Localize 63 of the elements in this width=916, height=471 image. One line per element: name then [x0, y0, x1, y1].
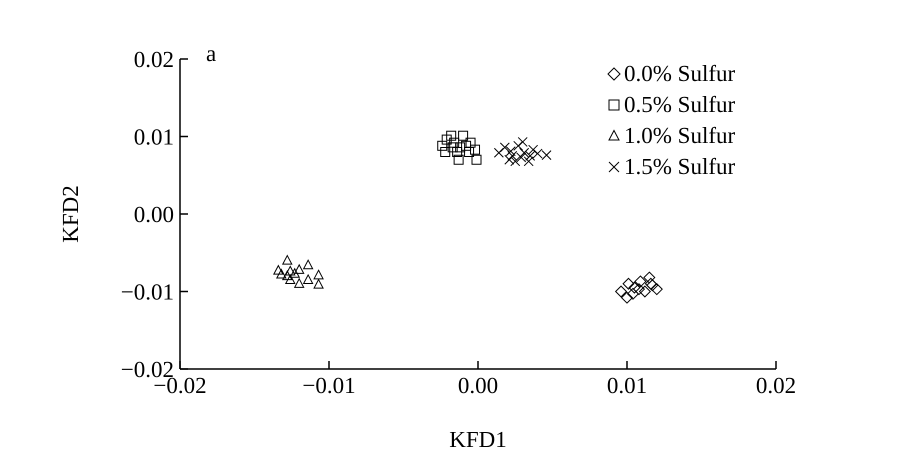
- point: [285, 266, 296, 276]
- point: [314, 279, 324, 289]
- point: [446, 130, 456, 141]
- point: [276, 269, 286, 279]
- point: [633, 283, 645, 296]
- point: [464, 147, 474, 157]
- point: [622, 278, 634, 290]
- legend-label: 1.5% Sulfur: [624, 154, 736, 179]
- point: [442, 134, 452, 145]
- point: [437, 140, 448, 151]
- point: [440, 147, 450, 157]
- point: [303, 260, 314, 270]
- annotation: a: [206, 41, 216, 66]
- point: [303, 274, 314, 284]
- x-tick-label: 0.00: [458, 373, 498, 398]
- point: [466, 138, 476, 148]
- point: [282, 270, 292, 280]
- point: [294, 278, 304, 288]
- point: [615, 286, 627, 298]
- point: [454, 154, 464, 165]
- point: [518, 136, 528, 147]
- point: [314, 270, 324, 280]
- point: [621, 292, 633, 304]
- point: [455, 142, 466, 152]
- y-tick-label: 0.01: [134, 124, 174, 150]
- point: [519, 148, 530, 158]
- x-axis-title: KFD1: [449, 427, 507, 452]
- point: [285, 274, 296, 284]
- point: [448, 142, 458, 152]
- point: [524, 156, 534, 166]
- point: [627, 288, 639, 300]
- point: [510, 156, 520, 166]
- point: [452, 147, 462, 157]
- y-tick-label: 0.00: [134, 202, 174, 228]
- point: [650, 283, 663, 296]
- legend-label: 0.0% Sulfur: [624, 61, 736, 86]
- point: [449, 138, 460, 148]
- point: [506, 146, 516, 156]
- point: [528, 144, 538, 155]
- y-tick-label: −0.01: [120, 280, 174, 305]
- point: [282, 255, 292, 265]
- point: [504, 154, 514, 165]
- point: [461, 140, 472, 151]
- point: [513, 140, 524, 151]
- point: [628, 282, 640, 294]
- point: [643, 272, 656, 284]
- point: [470, 144, 480, 155]
- point: [638, 286, 651, 298]
- point: [494, 148, 504, 158]
- point: [500, 142, 510, 152]
- y-axis-title: KFD2: [58, 185, 83, 243]
- y-tick-label: 0.02: [134, 47, 174, 72]
- x-tick-label: −0.01: [302, 373, 356, 398]
- x-tick-label: 0.01: [606, 373, 648, 398]
- x-tick-label: 0.02: [756, 373, 796, 398]
- point: [273, 265, 284, 275]
- legend-label: 1.0% Sulfur: [624, 123, 736, 148]
- point: [294, 264, 304, 274]
- legend-label: 0.5% Sulfur: [624, 92, 736, 117]
- point: [290, 268, 300, 278]
- point: [458, 130, 468, 141]
- point: [472, 154, 482, 165]
- point: [634, 276, 646, 288]
